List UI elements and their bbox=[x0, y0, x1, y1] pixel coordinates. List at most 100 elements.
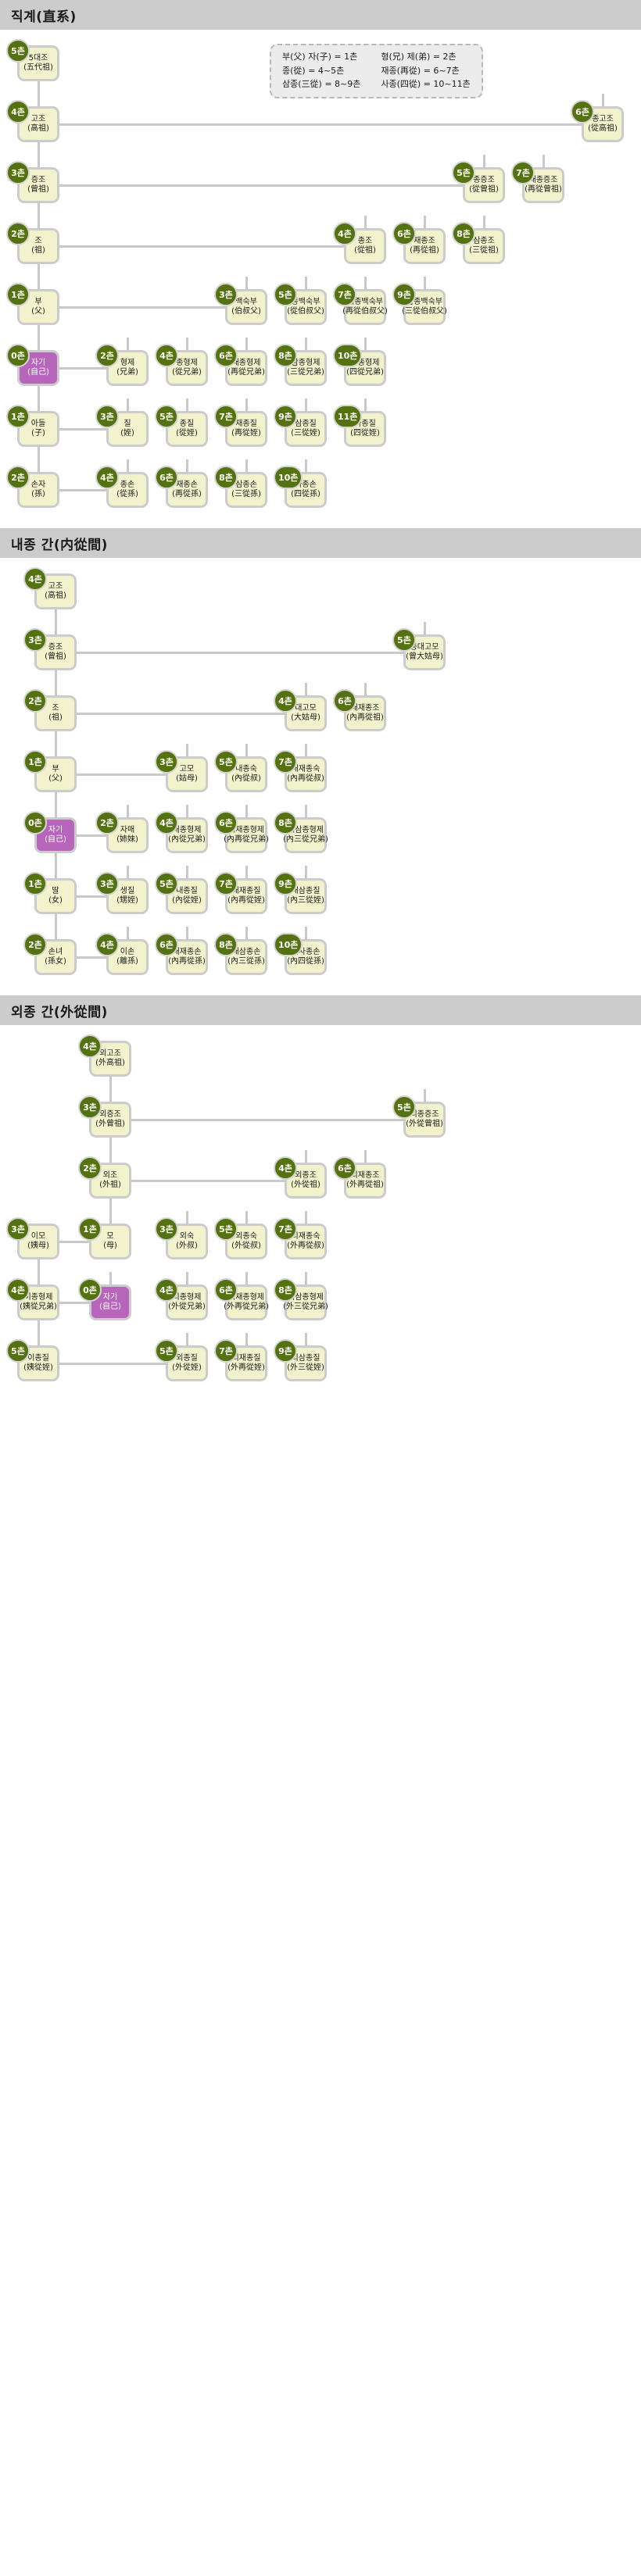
kin-node-box[interactable]: 대고모 (大姑母) bbox=[285, 695, 327, 731]
kin-node-box[interactable]: 재종조 (再從祖) bbox=[403, 228, 446, 264]
node-jikgye-7-4[interactable]: 10촌 사종손 (四從孫) bbox=[274, 466, 350, 514]
node-jikgye-6-3[interactable]: 7촌 재종질 (再從姪) bbox=[214, 405, 291, 453]
kin-node-box[interactable]: 외재종질 (外再從姪) bbox=[225, 1345, 267, 1381]
node-naejong-4-3[interactable]: 6촌 내재종형제 (內再從兄弟) bbox=[214, 811, 291, 859]
kin-node-box[interactable]: 재종증조 (再從曾祖) bbox=[522, 167, 564, 203]
kin-node-box[interactable]: 사종형제 (四從兄弟) bbox=[344, 350, 386, 386]
node-jikgye-4-2[interactable]: 5촌 종백숙부 (從伯叔父) bbox=[274, 283, 350, 331]
node-naejong-2-1[interactable]: 4촌 대고모 (大姑母) bbox=[274, 689, 350, 738]
node-oejong-2-2[interactable]: 6촌 외재종조 (外再從祖) bbox=[333, 1156, 410, 1205]
node-jikgye-2-0[interactable]: 3촌 증조 (曾祖) bbox=[6, 161, 83, 209]
kin-node-box[interactable]: 내종숙 (內從叔) bbox=[225, 756, 267, 792]
kin-node-box[interactable]: 내재종손 (內再從孫) bbox=[166, 939, 208, 975]
node-naejong-6-3[interactable]: 8촌 내삼종손 (內三從孫) bbox=[214, 933, 291, 981]
kin-node-box[interactable]: 5대조 (五代祖) bbox=[17, 45, 59, 81]
node-oejong-1-0[interactable]: 3촌 외증조 (外曾祖) bbox=[78, 1095, 155, 1144]
node-oejong-4-4[interactable]: 8촌 외삼종형제 (外三從兄弟) bbox=[274, 1278, 350, 1327]
node-jikgye-1-0[interactable]: 4촌 고조 (高祖) bbox=[6, 100, 83, 148]
kin-node-box[interactable]: 자기 (自己) bbox=[34, 817, 77, 853]
node-jikgye-3-1[interactable]: 4촌 종조 (從祖) bbox=[333, 222, 410, 270]
node-jikgye-6-0[interactable]: 1촌 아들 (子) bbox=[6, 405, 83, 453]
node-oejong-5-2[interactable]: 7촌 외재종질 (外再從姪) bbox=[214, 1339, 291, 1388]
node-jikgye-4-1[interactable]: 3촌 백숙부 (伯叔父) bbox=[214, 283, 291, 331]
node-jikgye-4-0[interactable]: 1촌 부 (父) bbox=[6, 283, 83, 331]
node-jikgye-7-3[interactable]: 8촌 삼종손 (三從孫) bbox=[214, 466, 291, 514]
node-oejong-4-0[interactable]: 4촌 이종형제 (姨從兄弟) bbox=[6, 1278, 83, 1327]
node-oejong-3-1[interactable]: 1촌 모 (母) bbox=[78, 1217, 155, 1266]
kin-node-box[interactable]: 외고조 (外高祖) bbox=[89, 1041, 131, 1077]
node-naejong-6-2[interactable]: 6촌 내재종손 (內再從孫) bbox=[155, 933, 231, 981]
node-jikgye-4-4[interactable]: 9촌 삼종백숙부 (三從伯叔父) bbox=[392, 283, 469, 331]
node-jikgye-5-4[interactable]: 8촌 삼종형제 (三從兄弟) bbox=[274, 344, 350, 392]
node-naejong-5-1[interactable]: 3촌 생질 (甥姪) bbox=[95, 872, 172, 920]
node-naejong-3-1[interactable]: 3촌 고모 (姑母) bbox=[155, 750, 231, 799]
node-naejong-5-4[interactable]: 9촌 내삼종질 (內三從姪) bbox=[274, 872, 350, 920]
node-oejong-3-4[interactable]: 7촌 외재종숙 (外再從叔) bbox=[274, 1217, 350, 1266]
kin-node-box[interactable]: 종조 (從祖) bbox=[344, 228, 386, 264]
node-naejong-1-1[interactable]: 5촌 증대고모 (曾大姑母) bbox=[392, 628, 469, 677]
node-oejong-4-3[interactable]: 6촌 외재종형제 (外再從兄弟) bbox=[214, 1278, 291, 1327]
node-oejong-3-3[interactable]: 5촌 외종숙 (外從叔) bbox=[214, 1217, 291, 1266]
node-oejong-3-0[interactable]: 3촌 이모 (姨母) bbox=[6, 1217, 83, 1266]
node-jikgye-5-5[interactable]: 10촌 사종형제 (四從兄弟) bbox=[333, 344, 410, 392]
node-jikgye-5-1[interactable]: 2촌 형제 (兄弟) bbox=[95, 344, 172, 392]
node-jikgye-0-0[interactable]: 5촌 5대조 (五代祖) bbox=[6, 39, 83, 88]
node-jikgye-5-2[interactable]: 4촌 종형제 (從兄弟) bbox=[155, 344, 231, 392]
node-jikgye-7-0[interactable]: 2촌 손자 (孫) bbox=[6, 466, 83, 514]
node-jikgye-2-1[interactable]: 5촌 종증조 (從曾祖) bbox=[452, 161, 528, 209]
node-naejong-3-3[interactable]: 7촌 내재종숙 (內再從叔) bbox=[274, 750, 350, 799]
node-oejong-1-1[interactable]: 5촌 외종증조 (外從曾祖) bbox=[392, 1095, 469, 1144]
node-naejong-4-1[interactable]: 2촌 자매 (姉妹) bbox=[95, 811, 172, 859]
node-jikgye-1-1[interactable]: 6촌 종고조 (從高祖) bbox=[571, 100, 641, 148]
node-oejong-0-0[interactable]: 4촌 외고조 (外高祖) bbox=[78, 1034, 155, 1083]
node-naejong-5-0[interactable]: 1촌 딸 (女) bbox=[23, 872, 100, 920]
kin-node-box[interactable]: 부 (父) bbox=[17, 289, 59, 325]
node-jikgye-4-3[interactable]: 7촌 재종백숙부 (再從伯叔父) bbox=[333, 283, 410, 331]
node-naejong-4-0[interactable]: 0촌 자기 (自己) bbox=[23, 811, 100, 859]
node-jikgye-2-2[interactable]: 7촌 재종증조 (再從曾祖) bbox=[511, 161, 588, 209]
node-naejong-3-2[interactable]: 5촌 내종숙 (內從叔) bbox=[214, 750, 291, 799]
node-oejong-4-2[interactable]: 4촌 외종형제 (外從兄弟) bbox=[155, 1278, 231, 1327]
kin-node-box[interactable]: 재종손 (再從孫) bbox=[166, 472, 208, 508]
kin-node-box[interactable]: 외종형제 (外從兄弟) bbox=[166, 1284, 208, 1320]
node-jikgye-3-3[interactable]: 8촌 삼종조 (三從祖) bbox=[452, 222, 528, 270]
node-jikgye-3-0[interactable]: 2촌 조 (祖) bbox=[6, 222, 83, 270]
kin-node-box[interactable]: 외증조 (外曾祖) bbox=[89, 1102, 131, 1138]
kin-node-box[interactable]: 삼종형제 (三從兄弟) bbox=[285, 350, 327, 386]
node-jikgye-5-3[interactable]: 6촌 재종형제 (再從兄弟) bbox=[214, 344, 291, 392]
node-jikgye-6-5[interactable]: 11촌 사종질 (四從姪) bbox=[333, 405, 410, 453]
kin-node-box[interactable]: 삼종손 (三從孫) bbox=[225, 472, 267, 508]
node-jikgye-5-0[interactable]: 0촌 자기 (自己) bbox=[6, 344, 83, 392]
node-naejong-2-0[interactable]: 2촌 조 (祖) bbox=[23, 689, 100, 738]
node-naejong-5-3[interactable]: 7촌 내재종질 (內再從姪) bbox=[214, 872, 291, 920]
node-jikgye-3-2[interactable]: 6촌 재종조 (再從祖) bbox=[392, 222, 469, 270]
kin-node-box[interactable]: 내삼종질 (內三從姪) bbox=[285, 878, 327, 914]
node-naejong-0-0[interactable]: 4촌 고조 (高祖) bbox=[23, 567, 100, 616]
kin-node-box[interactable]: 내종형제 (內從兄弟) bbox=[166, 817, 208, 853]
node-jikgye-6-1[interactable]: 3촌 질 (姪) bbox=[95, 405, 172, 453]
node-naejong-6-0[interactable]: 2촌 손녀 (孫女) bbox=[23, 933, 100, 981]
node-oejong-5-3[interactable]: 9촌 외삼종질 (外三從姪) bbox=[274, 1339, 350, 1388]
node-naejong-1-0[interactable]: 3촌 증조 (曾祖) bbox=[23, 628, 100, 677]
node-naejong-5-2[interactable]: 5촌 내종질 (內從姪) bbox=[155, 872, 231, 920]
kin-node-box[interactable]: 종형제 (從兄弟) bbox=[166, 350, 208, 386]
node-oejong-5-0[interactable]: 5촌 이종질 (姨從姪) bbox=[6, 1339, 83, 1388]
node-naejong-4-4[interactable]: 8촌 내삼종형제 (內三從兄弟) bbox=[274, 811, 350, 859]
node-jikgye-7-2[interactable]: 6촌 재종손 (再從孫) bbox=[155, 466, 231, 514]
kin-node-box[interactable]: 이종형제 (姨從兄弟) bbox=[17, 1284, 59, 1320]
kin-node-box[interactable]: 외종증조 (外從曾祖) bbox=[403, 1102, 446, 1138]
node-oejong-4-1[interactable]: 0촌 자기 (自己) bbox=[78, 1278, 155, 1327]
node-oejong-2-0[interactable]: 2촌 외조 (外祖) bbox=[78, 1156, 155, 1205]
node-jikgye-7-1[interactable]: 4촌 종손 (從孫) bbox=[95, 466, 172, 514]
kin-node-box[interactable]: 이모 (姨母) bbox=[17, 1224, 59, 1259]
kin-node-box[interactable]: 형제 (兄弟) bbox=[106, 350, 149, 386]
kin-node-box[interactable]: 외재종조 (外再從祖) bbox=[344, 1163, 386, 1199]
kin-node-box[interactable]: 종손 (從孫) bbox=[106, 472, 149, 508]
node-naejong-3-0[interactable]: 1촌 부 (父) bbox=[23, 750, 100, 799]
node-naejong-6-1[interactable]: 4촌 이손 (離孫) bbox=[95, 933, 172, 981]
kin-node-box[interactable]: 내사종손 (內四從孫) bbox=[285, 939, 327, 975]
node-naejong-6-4[interactable]: 10촌 내사종손 (內四從孫) bbox=[274, 933, 350, 981]
node-oejong-3-2[interactable]: 3촌 외숙 (外叔) bbox=[155, 1217, 231, 1266]
kin-node-box[interactable]: 내재종조 (內再從祖) bbox=[344, 695, 386, 731]
node-jikgye-6-2[interactable]: 5촌 종질 (從姪) bbox=[155, 405, 231, 453]
